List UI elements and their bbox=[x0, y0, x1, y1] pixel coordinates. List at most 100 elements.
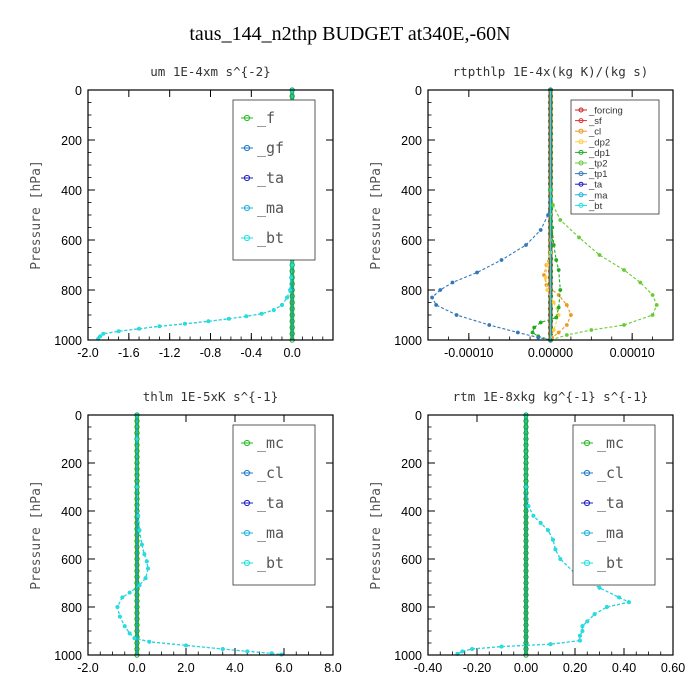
series-point bbox=[546, 528, 550, 533]
x-tick-label: -0.4 bbox=[241, 346, 263, 360]
series-point bbox=[438, 288, 443, 292]
legend-box bbox=[570, 99, 660, 215]
series-line bbox=[431, 90, 552, 341]
series-point bbox=[538, 521, 543, 525]
series-point bbox=[564, 303, 569, 307]
series-point bbox=[144, 559, 149, 564]
x-tick-label: 0.60 bbox=[661, 661, 685, 675]
series-point bbox=[622, 323, 626, 327]
series-point bbox=[556, 313, 561, 317]
series-point bbox=[556, 305, 561, 310]
panel-title: rtm 1E-8xkg kg^{-1} s^{-1} bbox=[453, 389, 649, 404]
series-point bbox=[556, 330, 561, 335]
y-tick-label: 800 bbox=[61, 601, 82, 615]
y-tick-label: 0 bbox=[415, 409, 422, 423]
y-axis-label: Pressure [hPa] bbox=[29, 160, 44, 270]
plot-frame bbox=[87, 89, 334, 341]
series-point bbox=[569, 313, 573, 317]
legend-label: _cl bbox=[597, 464, 624, 482]
y-tick-label: 200 bbox=[401, 457, 422, 471]
series-point bbox=[206, 319, 211, 324]
x-tick-label: 0.20 bbox=[563, 661, 587, 675]
series-point bbox=[434, 303, 439, 307]
series-point bbox=[580, 629, 585, 633]
series-point bbox=[551, 328, 556, 332]
legend-label: _ma bbox=[257, 524, 284, 542]
y-tick-label: 800 bbox=[61, 284, 82, 298]
series-point bbox=[604, 605, 609, 609]
series-line bbox=[549, 90, 658, 341]
legend-label: _dp1 bbox=[588, 148, 610, 159]
legend-marker bbox=[583, 529, 591, 537]
legend-label: _cl bbox=[257, 464, 284, 482]
series-point bbox=[226, 316, 231, 321]
series-point bbox=[454, 313, 459, 317]
series-point bbox=[564, 333, 569, 337]
x-tick-label: -0.00010 bbox=[444, 346, 493, 360]
series-point bbox=[127, 631, 132, 636]
y-tick-label: 0 bbox=[75, 409, 82, 423]
legend-label: _mc bbox=[597, 434, 624, 452]
series-point bbox=[532, 325, 537, 330]
legend-label: _dp2 bbox=[588, 137, 610, 148]
series-point bbox=[589, 328, 594, 332]
series-point bbox=[143, 576, 148, 581]
series-point bbox=[536, 335, 541, 340]
series-point bbox=[122, 624, 127, 629]
series-point bbox=[577, 235, 581, 240]
y-tick-label: 400 bbox=[61, 184, 82, 198]
y-tick-label: 800 bbox=[401, 284, 422, 298]
series-point bbox=[551, 537, 555, 542]
y-tick-label: 1000 bbox=[54, 649, 82, 663]
legend: _mc _cl _ta _ma _bt bbox=[232, 424, 316, 586]
series-point bbox=[564, 323, 569, 327]
series-point bbox=[597, 585, 602, 590]
legend-label: _cl bbox=[588, 127, 601, 138]
legend-marker bbox=[243, 174, 251, 182]
series-point bbox=[137, 326, 141, 331]
legend-box bbox=[232, 424, 316, 586]
series-point bbox=[597, 253, 602, 257]
series-point bbox=[548, 642, 553, 647]
x-tick-label: 4.0 bbox=[226, 661, 243, 675]
series-point bbox=[578, 633, 582, 638]
panel-4: rtm 1E-8xkg kg^{-1} s^{-1} Pressure [hPa]… bbox=[369, 389, 685, 675]
series-point bbox=[558, 557, 563, 561]
y-axis-label: Pressure [hPa] bbox=[369, 160, 384, 270]
series-point bbox=[545, 263, 550, 267]
series-point bbox=[524, 485, 528, 489]
series-point bbox=[538, 320, 543, 325]
series-point bbox=[551, 300, 556, 305]
series-point bbox=[553, 547, 558, 552]
legend-marker bbox=[578, 118, 584, 124]
legend-label: _sf bbox=[588, 116, 602, 127]
series-line bbox=[116, 415, 282, 656]
legend-marker bbox=[578, 192, 584, 198]
series-point bbox=[551, 203, 555, 207]
legend-label: _bt bbox=[257, 229, 284, 247]
series-point bbox=[578, 638, 582, 643]
legend-label: _ta bbox=[597, 494, 624, 512]
panel-title: rtpthlp 1E-4x(kg K)/(kg s) bbox=[453, 64, 649, 79]
x-tick-label: 0.00000 bbox=[528, 346, 573, 360]
series-point bbox=[531, 513, 536, 518]
legend-label: _ta bbox=[257, 169, 284, 187]
legend-marker bbox=[578, 149, 584, 155]
panel-1: um 1E-4xm s^{-2} Pressure [hPa] -2.0 -1.6 -1… bbox=[29, 64, 334, 360]
legend-marker bbox=[578, 107, 584, 113]
series-point bbox=[137, 528, 142, 533]
series-point bbox=[585, 619, 590, 624]
series-point bbox=[622, 268, 626, 272]
y-tick-label: 0 bbox=[415, 84, 422, 98]
legend-label: _ta bbox=[257, 494, 284, 512]
series-point bbox=[135, 485, 139, 489]
legend-marker bbox=[578, 139, 584, 145]
plot-frame bbox=[87, 414, 334, 656]
series-point bbox=[120, 595, 125, 600]
plot-frame bbox=[427, 414, 674, 656]
series-point bbox=[580, 624, 585, 629]
series-point bbox=[556, 268, 561, 272]
legend: _mc _cl _ta _ma _bt bbox=[572, 424, 656, 586]
panel-2: rtpthlp 1E-4x(kg K)/(kg s) Pressure [hPa]… bbox=[369, 64, 674, 360]
legend-label: _mc bbox=[257, 434, 284, 452]
